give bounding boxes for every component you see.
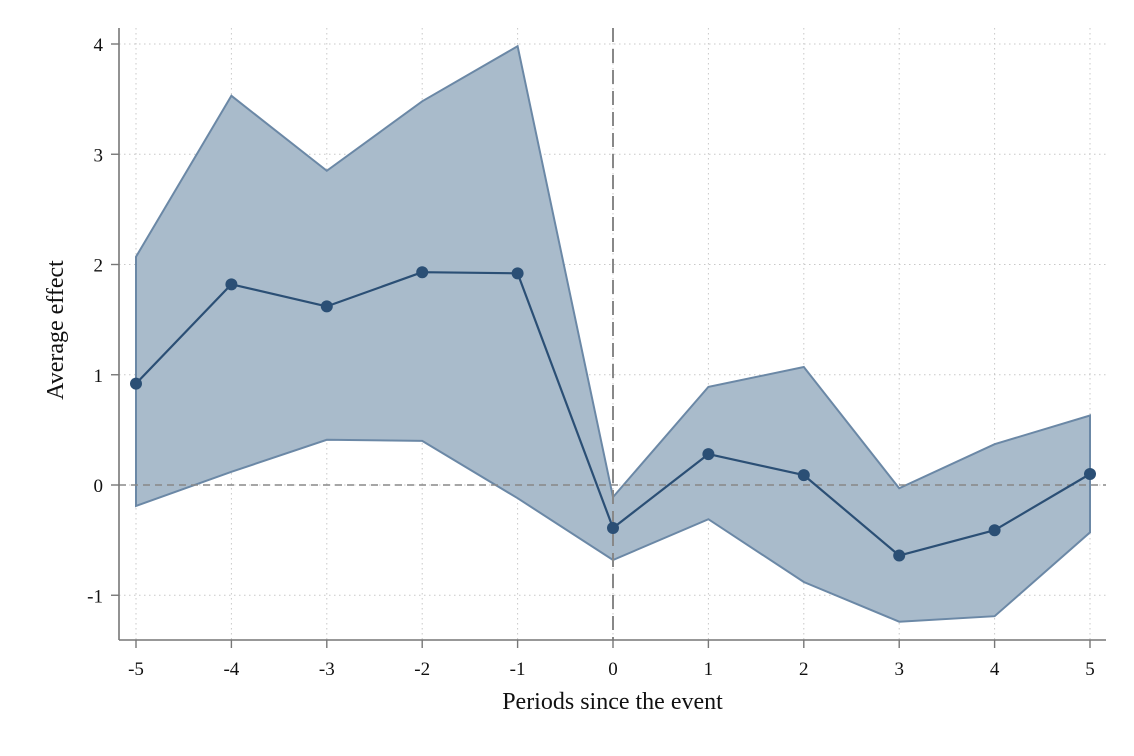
estimate-point [797,469,810,482]
estimate-markers [130,266,1096,562]
y-tick-label: 2 [94,256,104,277]
estimate-point [130,377,142,390]
y-tick-label: 1 [94,366,104,387]
x-tick-label: 4 [990,659,1000,680]
axes [111,28,1106,648]
confidence-band-group [135,44,1091,623]
x-tick-label: 2 [799,659,809,680]
estimate-point [893,549,906,562]
x-tick-label: 0 [608,659,618,680]
y-axis-title: Average effect [43,260,69,400]
estimate-point [416,266,429,279]
confidence-band [135,44,1091,623]
x-tick-label: 5 [1085,659,1095,680]
x-tick-label: -2 [414,659,430,680]
estimate-point [1084,467,1096,480]
reference-lines [119,28,1106,640]
y-tick-label: 0 [94,476,104,497]
x-tick-label: -3 [319,659,335,680]
x-tick-labels: -5 -4 -3 -2 -1 0 1 2 3 4 5 [128,659,1095,680]
estimate-point [225,278,238,291]
y-tick-labels: -1 0 1 2 3 4 [87,35,103,607]
estimate-point [607,521,619,534]
estimate-point [702,448,715,461]
y-tick-label: 3 [94,145,104,166]
estimate-point [511,267,524,280]
estimate-point [320,300,333,313]
x-tick-label: 1 [704,659,714,680]
y-tick-label: 4 [94,35,104,56]
x-tick-label: 3 [894,659,904,680]
x-tick-label: -1 [510,659,526,680]
estimate-point [988,524,1001,537]
x-tick-label: -5 [128,659,144,680]
x-tick-label: -4 [223,659,239,680]
x-axis-title: Periods since the event [502,689,723,715]
y-tick-label: -1 [87,586,103,607]
